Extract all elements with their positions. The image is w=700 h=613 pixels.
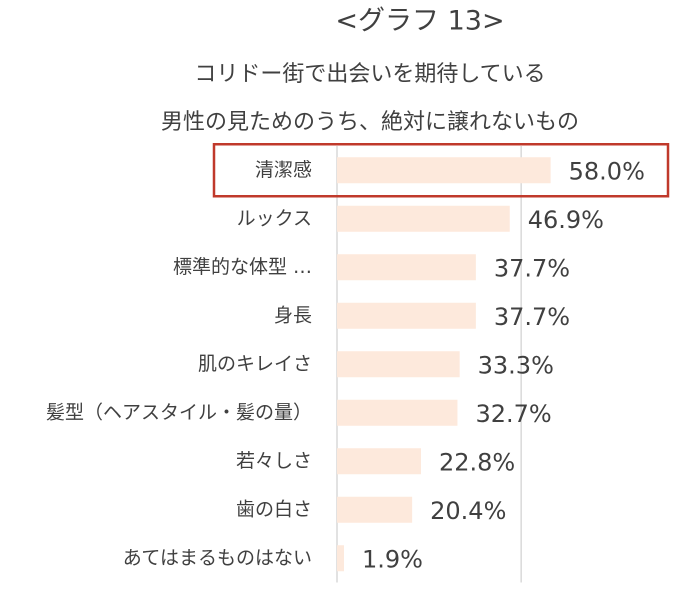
value-label: 37.7% [494, 254, 570, 282]
value-label: 1.9% [362, 545, 423, 573]
y-tick-label: 歯の白さ [236, 498, 312, 520]
value-label: 22.8% [439, 448, 515, 476]
bar [337, 399, 458, 426]
chart-subtitle: 男性の見ためのうち、絶対に譲れないもの [161, 110, 579, 135]
chart-title: <グラフ 13> [335, 6, 504, 37]
value-label: 58.0% [569, 157, 645, 185]
bar [337, 205, 510, 232]
y-tick-label: 清潔感 [255, 159, 312, 181]
y-tick-label: 標準的な体型 … [173, 256, 312, 278]
y-tick-label: 若々しさ [236, 450, 312, 472]
value-label: 20.4% [430, 497, 506, 525]
bar [337, 448, 421, 475]
y-tick-label: あてはまるものはない [123, 547, 312, 569]
highlight-box [212, 143, 670, 198]
y-tick-label: 身長 [274, 304, 312, 326]
bar [337, 496, 413, 523]
bar [337, 254, 476, 281]
y-tick-label: ルックス [237, 207, 312, 229]
bar [337, 302, 476, 329]
chart-subtitle: コリドー街で出会いを期待している [194, 62, 545, 87]
bar [337, 545, 344, 572]
value-label: 33.3% [478, 351, 554, 379]
value-label: 32.7% [475, 400, 551, 428]
bar [337, 351, 460, 378]
value-label: 37.7% [494, 303, 570, 331]
y-tick-label: 肌のキレイさ [198, 353, 312, 375]
value-label: 46.9% [528, 206, 604, 234]
bar [337, 157, 551, 184]
y-tick-label: 髪型（ヘアスタイル・髪の量） [46, 401, 312, 423]
